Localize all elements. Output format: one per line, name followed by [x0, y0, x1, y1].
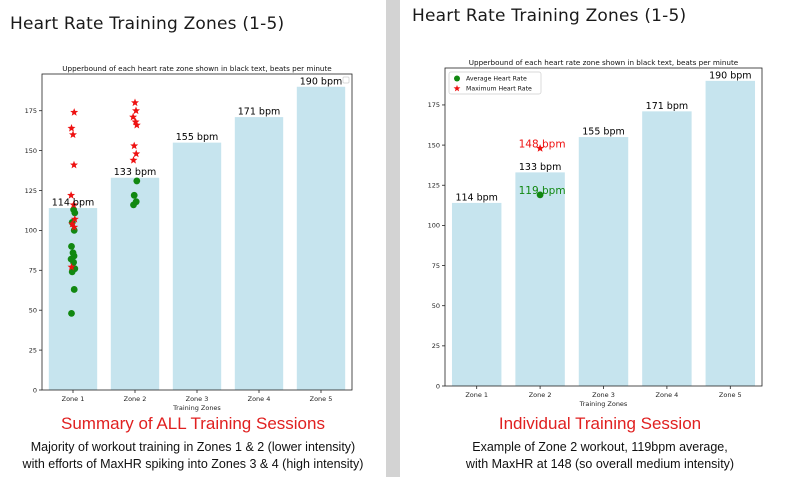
max-hr-point	[70, 160, 78, 169]
right-panel: Heart Rate Training Zones (1-5) Upperbou…	[400, 0, 800, 477]
bar-value-label: 114 bpm	[455, 192, 497, 203]
y-tick-label: 50	[29, 307, 37, 315]
y-tick-label: 75	[29, 267, 37, 275]
legend-box	[448, 71, 542, 95]
x-tick-label: Zone 3	[592, 391, 615, 399]
avg-hr-point	[70, 206, 77, 214]
x-axis-label: Training Zones	[172, 404, 221, 412]
x-tick-label: Zone 5	[310, 395, 333, 403]
max-hr-point	[67, 191, 76, 199]
y-tick-label: 50	[432, 302, 440, 310]
x-tick-label: Zone 2	[529, 391, 552, 399]
x-tick-label: Zone 4	[248, 395, 271, 403]
max-hr-point	[131, 98, 139, 107]
y-tick-label: 25	[432, 342, 440, 350]
bar-zone-2	[515, 172, 565, 386]
left-panel: Heart Rate Training Zones (1-5) Upperbou…	[0, 0, 386, 477]
caption-line-1: Majority of workout training in Zones 1 …	[30, 440, 356, 454]
max-hr-point	[132, 149, 141, 158]
bar-value-label: 114 bpm	[52, 198, 94, 209]
y-tick-label: 175	[428, 101, 440, 109]
avg-hr-point	[130, 191, 138, 199]
caption-line-2: with MaxHR at 148 (so overall medium int…	[465, 457, 735, 471]
max-hr-point	[69, 130, 77, 139]
avg-hr-point	[69, 249, 77, 257]
bar-zone-5	[705, 80, 756, 387]
y-tick-label: 0	[436, 382, 440, 390]
max-hr-point	[67, 124, 76, 132]
y-tick-label: 125	[25, 187, 37, 195]
bar-value-label: 133 bpm	[114, 167, 156, 178]
legend-label: Maximum Heart Rate	[466, 86, 532, 93]
panel-divider	[386, 0, 400, 477]
caption-line-1: Example of Zone 2 workout, 119bpm averag…	[472, 440, 728, 454]
bar-value-label: 190 bpm	[709, 70, 751, 81]
legend-box	[342, 76, 350, 84]
max-hr-point	[70, 108, 79, 116]
bar-zone-3	[578, 137, 629, 386]
max-hr-point	[536, 144, 545, 152]
bar-value-label: 171 bpm	[238, 107, 280, 118]
chart-title: Upperbound of each heart rate zone shown…	[469, 58, 739, 67]
avg-hr-point	[133, 177, 141, 185]
y-tick-label: 0	[33, 386, 37, 394]
bar-zone-1	[48, 208, 98, 390]
avg-hr-point	[68, 309, 75, 317]
bar-zone-2	[110, 177, 160, 390]
x-tick-label: Zone 3	[186, 395, 209, 403]
x-axis-label: Training Zones	[579, 400, 628, 408]
x-tick-label: Zone 4	[656, 391, 679, 399]
bar-zone-5	[296, 86, 346, 391]
bar-value-label: 155 bpm	[582, 127, 624, 138]
bar-zone-4	[642, 111, 692, 386]
avg-hr-point	[132, 198, 140, 206]
y-tick-label: 100	[428, 222, 440, 230]
bar-value-label: 133 bpm	[519, 162, 561, 173]
panel-title: Heart Rate Training Zones (1-5)	[10, 14, 285, 34]
max-hr-annotation: 148 bpm	[519, 138, 566, 150]
y-tick-label: 100	[25, 227, 37, 235]
bar-zone-3	[172, 142, 222, 390]
max-hr-point	[67, 262, 76, 271]
max-hr-point	[132, 106, 140, 115]
caption-title: Summary of ALL Training Sessions	[61, 414, 325, 433]
max-hr-point	[132, 120, 141, 129]
bar-value-label: 190 bpm	[300, 76, 342, 87]
avg-hr-annotation: 119 bpm	[519, 185, 566, 197]
y-tick-label: 75	[432, 262, 440, 270]
legend-label: Average Heart Rate	[466, 76, 527, 83]
max-hr-point	[70, 215, 79, 223]
panel-title: Heart Rate Training Zones (1-5)	[412, 6, 687, 26]
bar-value-label: 171 bpm	[646, 101, 688, 112]
x-tick-label: Zone 5	[719, 391, 742, 399]
caption-line-2: with efforts of MaxHR spiking into Zones…	[22, 457, 364, 471]
x-tick-label: Zone 1	[465, 391, 488, 399]
max-hr-point	[68, 219, 77, 228]
x-tick-label: Zone 1	[62, 395, 85, 403]
x-tick-label: Zone 2	[124, 395, 147, 403]
max-hr-point	[130, 141, 139, 150]
y-tick-label: 150	[428, 141, 440, 149]
avg-hr-point	[70, 286, 78, 293]
legend-max-marker	[453, 84, 461, 92]
y-tick-label: 25	[29, 346, 37, 354]
bar-zone-1	[451, 202, 502, 386]
y-tick-label: 150	[25, 147, 37, 155]
chart-title: Upperbound of each heart rate zone shown…	[62, 64, 332, 73]
caption-title: Individual Training Session	[498, 414, 702, 433]
bar-value-label: 155 bpm	[176, 132, 218, 143]
max-hr-point	[69, 200, 78, 209]
max-hr-point	[131, 117, 140, 126]
zones-summary-chart: Upperbound of each heart rate zone shown…	[25, 64, 353, 412]
legend-avg-marker	[454, 75, 460, 82]
avg-hr-point	[536, 191, 544, 199]
y-tick-label: 125	[428, 182, 440, 190]
max-hr-point	[129, 112, 138, 121]
y-tick-label: 175	[25, 107, 37, 115]
zones-individual-chart: Upperbound of each heart rate zone shown…	[428, 58, 763, 408]
avg-hr-point	[68, 242, 75, 250]
bar-zone-4	[234, 117, 284, 390]
max-hr-point	[129, 155, 138, 164]
